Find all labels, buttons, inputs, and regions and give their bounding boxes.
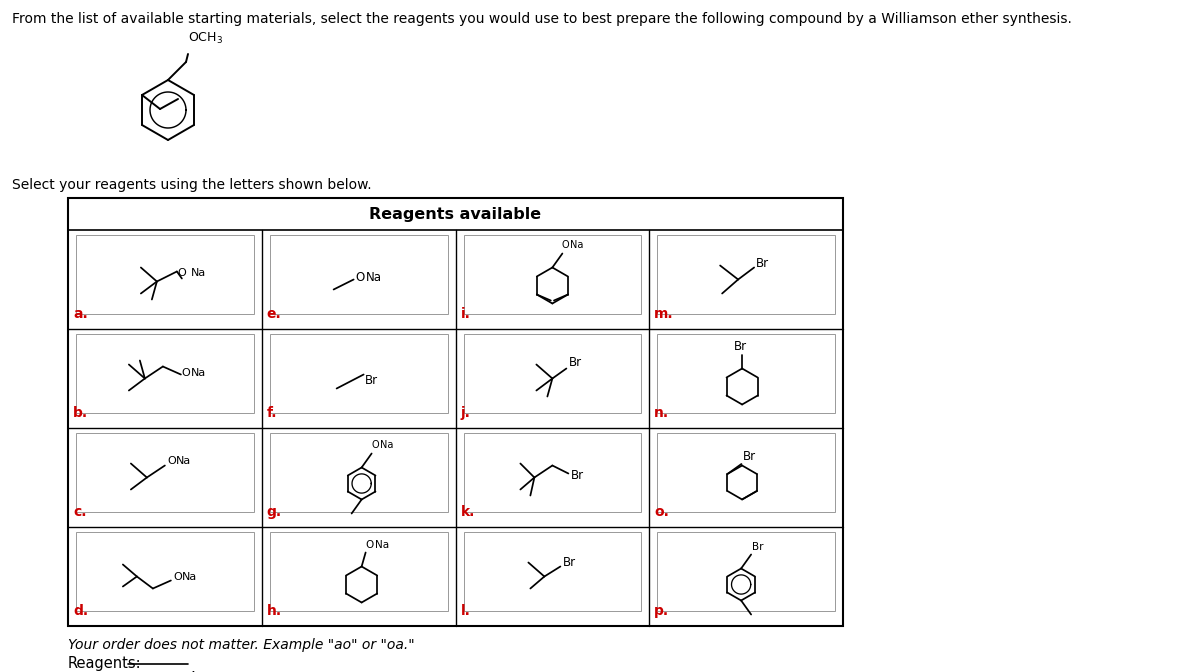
Text: Br: Br bbox=[734, 340, 748, 353]
Text: O: O bbox=[178, 269, 186, 278]
Text: O: O bbox=[167, 456, 175, 466]
Bar bbox=[463, 235, 641, 314]
Bar bbox=[658, 532, 835, 611]
Bar bbox=[658, 334, 835, 413]
Text: Reagents:: Reagents: bbox=[68, 656, 142, 671]
Text: Your order does not matter. Example "ao" or "oa.": Your order does not matter. Example "ao"… bbox=[68, 638, 415, 652]
Text: O: O bbox=[182, 368, 191, 378]
Text: k.: k. bbox=[461, 505, 475, 519]
Text: Br: Br bbox=[569, 356, 582, 369]
Text: b.: b. bbox=[73, 406, 88, 420]
Text: Na: Na bbox=[366, 271, 382, 284]
Text: m.: m. bbox=[654, 307, 674, 321]
Text: O: O bbox=[372, 441, 379, 450]
Text: OCH$_3$: OCH$_3$ bbox=[188, 31, 223, 46]
Bar bbox=[76, 532, 253, 611]
Text: From the list of available starting materials, select the reagents you would use: From the list of available starting mate… bbox=[12, 12, 1072, 26]
Bar bbox=[658, 235, 835, 314]
Text: Na: Na bbox=[182, 571, 197, 581]
Bar bbox=[270, 532, 448, 611]
Text: Na: Na bbox=[176, 456, 191, 466]
Text: e.: e. bbox=[266, 307, 282, 321]
Text: Na: Na bbox=[374, 540, 389, 550]
Text: d.: d. bbox=[73, 604, 88, 618]
Bar bbox=[76, 235, 253, 314]
Bar bbox=[658, 433, 835, 512]
Bar bbox=[76, 433, 253, 512]
Text: Br: Br bbox=[752, 542, 763, 552]
Bar bbox=[463, 433, 641, 512]
Text: O: O bbox=[173, 571, 181, 581]
Text: j.: j. bbox=[461, 406, 470, 420]
Text: O: O bbox=[562, 241, 569, 251]
Text: Br: Br bbox=[756, 257, 769, 270]
Text: .: . bbox=[190, 661, 194, 672]
Bar bbox=[68, 198, 842, 626]
Text: O: O bbox=[366, 540, 374, 550]
Bar bbox=[270, 334, 448, 413]
Text: Br: Br bbox=[563, 556, 576, 569]
Text: Na: Na bbox=[379, 441, 394, 450]
Text: h.: h. bbox=[266, 604, 282, 618]
Text: n.: n. bbox=[654, 406, 670, 420]
Text: Br: Br bbox=[570, 469, 583, 482]
Text: l.: l. bbox=[461, 604, 470, 618]
Text: o.: o. bbox=[654, 505, 670, 519]
Text: f.: f. bbox=[266, 406, 277, 420]
Text: Na: Na bbox=[191, 269, 206, 278]
Text: Select your reagents using the letters shown below.: Select your reagents using the letters s… bbox=[12, 178, 372, 192]
Text: g.: g. bbox=[266, 505, 282, 519]
Text: Na: Na bbox=[570, 241, 583, 251]
Text: O: O bbox=[355, 271, 365, 284]
Text: i.: i. bbox=[461, 307, 470, 321]
Bar bbox=[76, 334, 253, 413]
Bar bbox=[463, 532, 641, 611]
Text: Na: Na bbox=[191, 368, 206, 378]
Text: p.: p. bbox=[654, 604, 670, 618]
Bar bbox=[463, 334, 641, 413]
Text: Reagents available: Reagents available bbox=[370, 206, 541, 222]
Text: a.: a. bbox=[73, 307, 88, 321]
Text: c.: c. bbox=[73, 505, 86, 519]
Bar bbox=[270, 235, 448, 314]
Text: Br: Br bbox=[365, 374, 378, 386]
Text: Br: Br bbox=[743, 450, 756, 464]
Bar bbox=[270, 433, 448, 512]
